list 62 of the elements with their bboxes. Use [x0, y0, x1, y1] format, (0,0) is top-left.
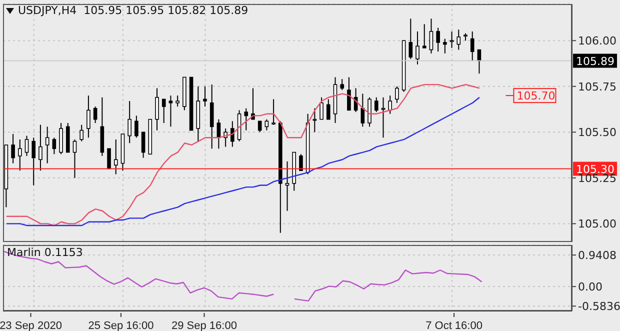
- candlestick: [128, 100, 132, 144]
- ref-line-label: 105.89: [576, 54, 614, 68]
- y-tick-label: -0.5836: [578, 300, 620, 313]
- candlestick: [93, 106, 98, 124]
- candlestick: [32, 137, 36, 186]
- candlestick: [368, 96, 372, 128]
- candlestick: [388, 95, 392, 114]
- candlestick: [436, 27, 440, 52]
- candlestick: [80, 124, 84, 142]
- chart-title: Marlin 0.1153: [7, 246, 83, 259]
- candlestick: [347, 76, 351, 111]
- candlestick: [176, 95, 180, 108]
- candlestick: [59, 122, 63, 155]
- candlestick: [374, 96, 378, 113]
- y-tick-label: 0.00: [578, 280, 602, 294]
- candlestick: [408, 18, 413, 60]
- candlestick: [272, 98, 276, 126]
- candlestick: [340, 78, 344, 91]
- candlestick: [381, 96, 386, 138]
- candlestick: [18, 138, 22, 172]
- candlestick: [470, 30, 474, 62]
- y-tick-label: 105.00: [578, 218, 616, 231]
- candlestick: [168, 95, 173, 128]
- candlestick: [299, 154, 303, 172]
- candlestick: [450, 30, 454, 48]
- candlestick: [52, 137, 56, 155]
- candlestick: [422, 24, 426, 48]
- candlestick: [134, 115, 138, 138]
- annotation: 105.70: [516, 90, 556, 103]
- candlestick: [24, 135, 29, 156]
- chart-title: USDJPY,H4 105.95 105.95 105.82 105.89: [18, 4, 248, 17]
- candlestick: [264, 118, 269, 131]
- y-tick-label: 106.00: [578, 34, 616, 48]
- candlestick: [429, 18, 434, 54]
- candlestick: [230, 120, 234, 148]
- candlestick: [416, 30, 420, 65]
- x-tick-label: 23 Sep 2020: [0, 320, 62, 331]
- candlestick: [395, 86, 399, 104]
- candlestick: [162, 98, 166, 124]
- candlestick: [285, 160, 290, 212]
- x-tick-label: 7 Oct 16:00: [426, 320, 482, 331]
- candlestick: [456, 29, 461, 50]
- candlestick: [72, 138, 77, 178]
- candlestick: [320, 96, 324, 120]
- candlestick: [107, 148, 111, 170]
- candlestick: [155, 88, 159, 131]
- candlestick: [326, 98, 330, 120]
- y-tick-label: 0.9408: [578, 248, 616, 262]
- x-tick-label: 29 Sep 16:00: [172, 320, 237, 331]
- candlestick: [45, 126, 50, 164]
- x-tick-label: 25 Sep 16:00: [88, 320, 154, 331]
- candlestick: [38, 124, 42, 172]
- y-tick-label: 105.75: [578, 80, 616, 94]
- candlestick: [114, 138, 118, 175]
- candlestick: [141, 132, 146, 158]
- candlestick: [443, 38, 447, 54]
- candlestick: [244, 108, 248, 131]
- candlestick: [210, 84, 214, 150]
- candlestick: [203, 86, 207, 108]
- y-tick-label: 105.50: [578, 126, 616, 140]
- candlestick: [86, 95, 90, 138]
- candlestick: [11, 133, 15, 164]
